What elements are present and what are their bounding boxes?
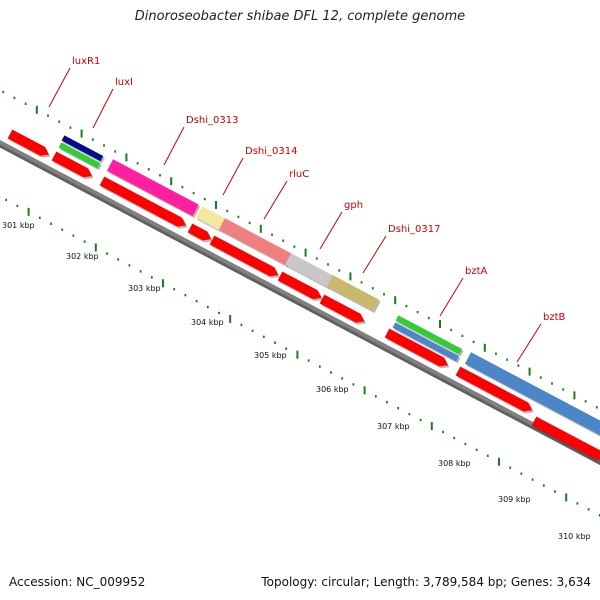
gene-label-Dshi_0313[interactable]: Dshi_0313 bbox=[186, 115, 238, 126]
cds-arrow-10-body bbox=[531, 416, 600, 460]
cds-arrow-4[interactable] bbox=[187, 223, 213, 243]
feature-bztA-green-band[interactable] bbox=[395, 315, 464, 357]
feature-Dshi_0313-band-body bbox=[106, 159, 199, 217]
cds-arrow-9[interactable] bbox=[455, 366, 534, 414]
cds-arrow-5[interactable] bbox=[209, 235, 280, 279]
gene-label-luxR1[interactable]: luxR1 bbox=[72, 56, 100, 67]
accession-text: Accession: NC_009952 bbox=[9, 575, 146, 589]
tick-label-310-kbp: 310 kbp bbox=[558, 532, 591, 541]
gene-label-gph[interactable]: gph bbox=[344, 200, 363, 211]
gene-label-Dshi_0317[interactable]: Dshi_0317 bbox=[388, 224, 440, 235]
cds-arrow-2[interactable] bbox=[51, 151, 94, 180]
leader-line-gph bbox=[319, 211, 343, 250]
feature-bztA-green-band-body bbox=[395, 315, 463, 355]
feature-gph-band-body bbox=[284, 253, 334, 288]
feature-Dshi_0317-band-body bbox=[326, 275, 380, 312]
map-title: Dinoroseobacter shibae DFL 12, complete … bbox=[134, 9, 466, 24]
tick-label-306-kbp: 306 kbp bbox=[316, 385, 349, 394]
cds-arrow-4-body bbox=[187, 223, 212, 241]
feature-Dshi_0314-band[interactable] bbox=[195, 206, 227, 232]
cds-arrow-6-body bbox=[277, 271, 322, 300]
leader-line-Dshi_0317 bbox=[362, 235, 387, 274]
feature-bztB-band-body bbox=[464, 352, 600, 436]
feature-rluC-band-body bbox=[218, 218, 293, 266]
feature-Dshi_0314-band-body bbox=[195, 206, 226, 230]
feature-gph-band[interactable] bbox=[284, 253, 335, 290]
feature-bztB-band[interactable] bbox=[464, 352, 600, 440]
tick-label-308-kbp: 308 kbp bbox=[438, 459, 471, 468]
feature-Dshi_0317-band[interactable] bbox=[326, 275, 381, 314]
cds-arrow-5-body bbox=[209, 235, 279, 277]
tick-label-303-kbp: 303 kbp bbox=[128, 284, 161, 293]
cds-arrow-1[interactable] bbox=[7, 129, 51, 158]
tick-label-309-kbp: 309 kbp bbox=[498, 495, 531, 504]
feature-Dshi_0313-band[interactable] bbox=[106, 159, 201, 219]
cds-arrow-1-body bbox=[7, 129, 49, 156]
tick-label-304-kbp: 304 kbp bbox=[191, 318, 224, 327]
feature-bztA-blue-band-body bbox=[392, 322, 460, 362]
feature-bztA-blue-band[interactable] bbox=[392, 322, 461, 364]
cds-arrow-6[interactable] bbox=[277, 271, 324, 302]
gene-label-luxI[interactable]: luxI bbox=[115, 77, 133, 88]
cds-arrow-7[interactable] bbox=[319, 294, 366, 325]
feature-green-band-1[interactable] bbox=[58, 142, 102, 171]
leader-line-bztB bbox=[516, 323, 542, 363]
feature-green-band-1-body bbox=[58, 142, 101, 169]
genome-backbone bbox=[0, 140, 600, 462]
feature-rluC-band[interactable] bbox=[218, 218, 294, 268]
leader-line-luxI bbox=[92, 88, 114, 129]
leader-line-Dshi_0314 bbox=[222, 157, 244, 196]
genome-summary-text: Topology: circular; Length: 3,789,584 bp… bbox=[261, 575, 591, 589]
tick-label-301-kbp: 301 kbp bbox=[2, 221, 35, 230]
feature-luxR1-band-body bbox=[61, 135, 104, 162]
leader-line-Dshi_0313 bbox=[163, 126, 185, 166]
cds-arrow-10[interactable] bbox=[531, 416, 600, 462]
gene-label-rluC[interactable]: rluC bbox=[289, 169, 309, 180]
feature-luxR1-band[interactable] bbox=[61, 135, 105, 164]
tick-label-305-kbp: 305 kbp bbox=[254, 351, 287, 360]
leader-line-rluC bbox=[263, 180, 288, 220]
cds-arrow-8-body bbox=[384, 328, 448, 367]
cds-arrow-7-body bbox=[319, 294, 365, 323]
leader-line-bztA bbox=[439, 277, 464, 317]
tick-label-302-kbp: 302 kbp bbox=[66, 252, 99, 261]
cds-arrow-3[interactable] bbox=[99, 176, 188, 229]
gene-label-bztB[interactable]: bztB bbox=[543, 312, 566, 323]
tick-label-307-kbp: 307 kbp bbox=[377, 422, 410, 431]
cds-arrow-2-body bbox=[51, 151, 93, 178]
gene-label-bztA[interactable]: bztA bbox=[465, 266, 488, 277]
leader-line-luxR1 bbox=[48, 67, 71, 108]
cds-arrow-9-body bbox=[455, 366, 533, 412]
gene-label-Dshi_0314[interactable]: Dshi_0314 bbox=[245, 146, 297, 157]
cds-arrow-8[interactable] bbox=[384, 328, 450, 369]
cds-arrow-3-body bbox=[99, 176, 186, 227]
